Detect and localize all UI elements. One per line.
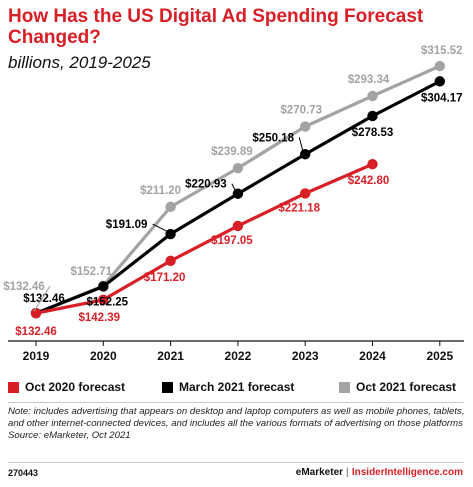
legend-swatch-red <box>8 381 19 393</box>
data-point <box>367 159 378 170</box>
legend-item-oct-2020: Oct 2020 forecast <box>8 380 125 394</box>
data-label: $132.46 <box>3 281 45 293</box>
legend-label: March 2021 forecast <box>179 380 295 394</box>
data-label: $242.80 <box>348 175 390 187</box>
label-leader <box>152 223 169 233</box>
legend-swatch-gray <box>339 381 350 393</box>
chart-subtitle: billions, 2019-2025 <box>8 53 151 72</box>
chart-title: How Has the US Digital Ad Spending Forec… <box>8 6 424 48</box>
chart-note: Note: includes advertising that appears … <box>8 406 468 441</box>
data-label: $278.53 <box>352 127 394 139</box>
label-leader <box>33 285 51 312</box>
data-label: $315.52 <box>421 45 463 57</box>
data-label: $220.93 <box>185 179 227 191</box>
series-line <box>35 162 374 315</box>
data-point <box>300 121 311 132</box>
source-text: Source: eMarketer, Oct 2021 <box>8 429 131 441</box>
legend-label: Oct 2021 forecast <box>356 380 457 394</box>
data-point <box>98 294 109 305</box>
label-leader <box>298 137 304 153</box>
data-point <box>367 90 378 102</box>
data-point <box>98 281 109 292</box>
data-label: $221.18 <box>278 202 320 214</box>
brand-insider-intelligence[interactable]: InsiderIntelligence.com <box>351 467 463 478</box>
x-tick-label: 2019 <box>23 349 50 363</box>
data-label: $239.89 <box>211 146 253 158</box>
data-label: $152.25 <box>87 296 129 308</box>
label-leader <box>231 183 237 192</box>
x-tick-label: 2023 <box>292 349 319 363</box>
data-point <box>232 162 244 174</box>
note-text: Note: includes advertising that appears … <box>8 406 465 429</box>
legend-item-march-2021: March 2021 forecast <box>162 380 294 394</box>
brand-emarketer[interactable]: eMarketer <box>295 467 344 478</box>
data-label: $211.20 <box>140 185 181 197</box>
data-point <box>300 149 311 160</box>
line-chart: 2019 2020 2021 2022 2023 2024 2025 $132.46 $142.… <box>3 45 464 363</box>
data-point <box>165 255 176 267</box>
legend-item-oct-2021: Oct 2021 forecast <box>339 380 456 394</box>
data-point <box>300 188 311 199</box>
x-tick-label: 2021 <box>157 349 184 363</box>
data-point <box>434 76 445 87</box>
data-label: $142.39 <box>79 312 121 324</box>
data-label: $171.20 <box>144 272 186 284</box>
chart-id: 270443 <box>8 468 39 478</box>
note-divider <box>8 402 464 403</box>
data-point <box>232 220 244 232</box>
data-label: $304.17 <box>421 92 463 104</box>
x-tick-label: 2025 <box>426 349 453 363</box>
legend-label: Oct 2020 forecast <box>25 380 126 394</box>
data-label: $197.05 <box>211 235 253 247</box>
x-tick-label: 2020 <box>90 349 117 363</box>
data-label: $250.18 <box>252 132 294 144</box>
footer-brand: eMarketer | InsiderIntelligence.com <box>296 467 463 478</box>
x-tick-label: 2024 <box>359 349 386 363</box>
data-point <box>434 60 445 72</box>
footer-divider <box>8 462 464 463</box>
data-label: $270.73 <box>280 105 322 117</box>
data-label: $152.71 <box>71 266 113 278</box>
data-label: $132.46 <box>15 326 57 338</box>
x-tick-label: 2022 <box>225 349 252 363</box>
data-label: $191.09 <box>106 219 148 231</box>
brand-separator: | <box>346 467 349 478</box>
data-point <box>367 110 378 122</box>
data-label: $293.34 <box>348 74 390 86</box>
legend-swatch-black <box>162 381 173 393</box>
data-point <box>165 228 176 240</box>
data-point <box>30 307 42 319</box>
data-point <box>165 201 176 213</box>
data-point <box>232 188 244 199</box>
data-label: $132.46 <box>23 293 65 305</box>
legend: Oct 2020 forecast March 2021 forecast Oc… <box>8 380 473 400</box>
